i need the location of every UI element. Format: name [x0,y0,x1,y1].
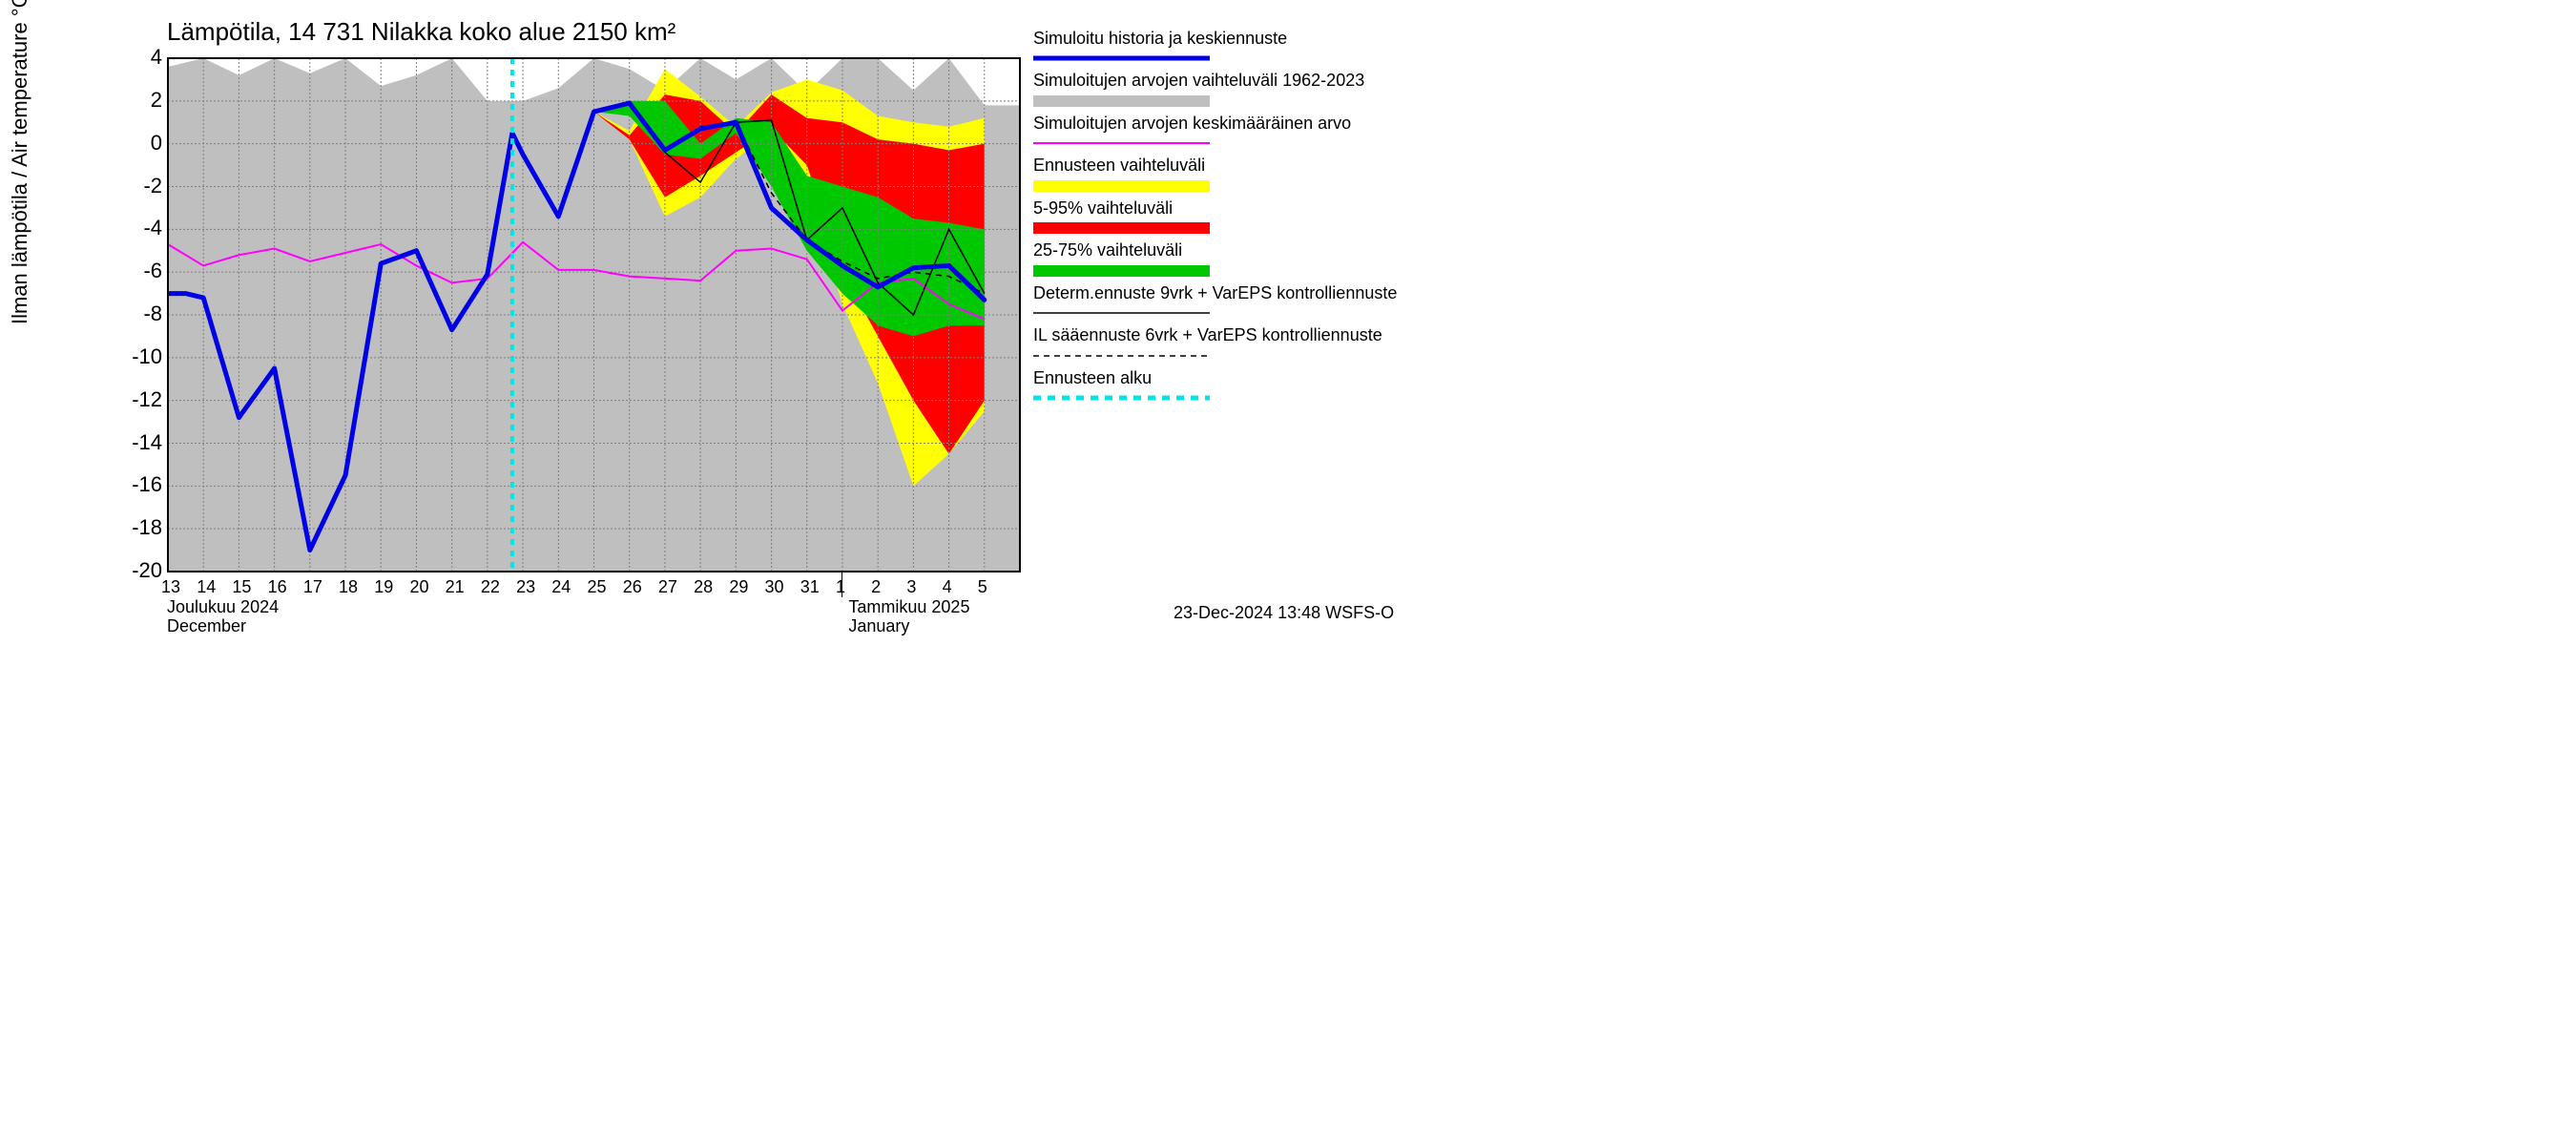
x-tick-label: 30 [765,577,784,597]
x-tick-label: 24 [551,577,571,597]
legend-swatch [1033,350,1210,362]
x-tick-label: 3 [906,577,916,597]
x-tick-label: 14 [197,577,216,597]
y-tick-label: -18 [105,515,162,540]
legend-label: Simuloitu historia ja keskiennuste [1033,29,1424,49]
x-tick-label: 15 [232,577,251,597]
legend-entry: IL sääennuste 6vrk + VarEPS kontrollienn… [1033,325,1424,365]
legend-label: Ennusteen alku [1033,368,1424,388]
x-tick-label: 2 [871,577,881,597]
y-tick-label: 4 [105,45,162,70]
legend: Simuloitu historia ja keskiennuste Simulo… [1033,29,1424,410]
x-tick-label: 21 [446,577,465,597]
chart-container: Ilman lämpötila / Air temperature °C Läm… [0,0,1431,649]
y-tick-label: -2 [105,174,162,198]
x-tick-label: 20 [409,577,428,597]
legend-label: 25-75% vaihteluväli [1033,240,1424,260]
y-tick-label: -4 [105,216,162,240]
legend-label: 5-95% vaihteluväli [1033,198,1424,219]
x-tick-label: 17 [303,577,322,597]
footer-timestamp: 23-Dec-2024 13:48 WSFS-O [1174,603,1394,623]
plot-svg [168,58,1020,572]
legend-entry: Simuloitujen arvojen keskimääräinen arvo [1033,114,1424,154]
y-tick-label: -10 [105,344,162,369]
legend-entry: Simuloitu historia ja keskiennuste [1033,29,1424,69]
x-tick-label: 22 [481,577,500,597]
legend-entry: Ennusteen vaihteluväli [1033,156,1424,196]
x-tick-label: 18 [339,577,358,597]
x-tick-label: 26 [623,577,642,597]
plot-area [167,57,1021,572]
y-tick-label: 2 [105,88,162,113]
x-tick-label: 4 [943,577,952,597]
month-label: Tammikuu 2025January [848,598,969,636]
legend-label: IL sääennuste 6vrk + VarEPS kontrollienn… [1033,325,1424,345]
legend-swatch [1033,52,1210,64]
y-tick-label: -16 [105,472,162,497]
legend-label: Ennusteen vaihteluväli [1033,156,1424,176]
legend-label: Simuloitujen arvojen keskimääräinen arvo [1033,114,1424,134]
y-tick-label: -12 [105,387,162,412]
y-axis-label: Ilman lämpötila / Air temperature °C [8,0,32,324]
y-tick-label: -20 [105,558,162,583]
legend-swatch [1033,222,1210,234]
chart-title: Lämpötila, 14 731 Nilakka koko alue 2150… [167,17,675,47]
x-tick-label: 31 [800,577,820,597]
x-tick-label: 28 [694,577,713,597]
legend-label: Determ.ennuste 9vrk + VarEPS kontrollien… [1033,283,1424,303]
legend-swatch [1033,265,1210,277]
x-tick-label: 5 [978,577,987,597]
y-tick-label: -6 [105,259,162,283]
legend-entry: Simuloitujen arvojen vaihteluväli 1962-2… [1033,71,1424,111]
legend-swatch [1033,392,1210,404]
x-tick-label: 13 [161,577,180,597]
x-tick-label: 25 [588,577,607,597]
legend-swatch [1033,95,1210,107]
month-label: Joulukuu 2024December [167,598,279,636]
y-tick-label: 0 [105,131,162,156]
legend-entry: 5-95% vaihteluväli [1033,198,1424,239]
x-tick-label: 1 [836,577,845,597]
legend-swatch [1033,137,1210,149]
legend-entry: Determ.ennuste 9vrk + VarEPS kontrollien… [1033,283,1424,323]
x-tick-label: 19 [374,577,393,597]
x-tick-label: 23 [516,577,535,597]
x-tick-label: 16 [268,577,287,597]
legend-label: Simuloitujen arvojen vaihteluväli 1962-2… [1033,71,1424,91]
y-tick-label: -8 [105,302,162,326]
legend-swatch [1033,307,1210,319]
legend-entry: 25-75% vaihteluväli [1033,240,1424,281]
legend-entry: Ennusteen alku [1033,368,1424,408]
y-tick-label: -14 [105,430,162,455]
x-tick-label: 27 [658,577,677,597]
month-boundary-tick [841,572,842,597]
x-tick-label: 29 [729,577,748,597]
legend-swatch [1033,180,1210,192]
